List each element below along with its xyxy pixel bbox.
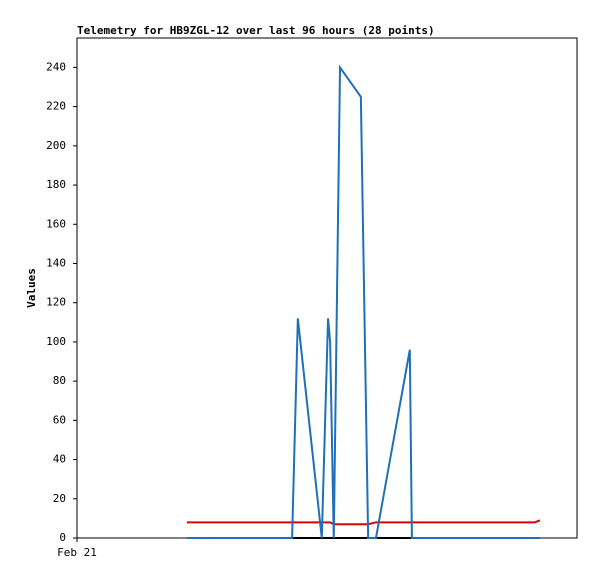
x-tick-label: Feb 21 (57, 546, 97, 559)
y-tick-label: 100 (46, 335, 66, 348)
plot-frame (76, 37, 578, 539)
y-axis-label: Values (25, 268, 38, 308)
y-tick-label: 220 (46, 100, 66, 113)
y-tick-label: 160 (46, 217, 66, 230)
y-tick-label: 200 (46, 139, 66, 152)
series-line (186, 64, 541, 539)
y-tick-label: 60 (53, 413, 66, 426)
series-line (186, 519, 541, 526)
y-tick-label: 140 (46, 256, 66, 269)
y-tick-label: 20 (53, 492, 66, 505)
y-tick-label: 120 (46, 296, 66, 309)
y-tick-label: 40 (53, 453, 66, 466)
y-tick-label: 240 (46, 60, 66, 73)
chart-title: Telemetry for HB9ZGL-12 over last 96 hou… (77, 24, 435, 37)
y-tick-label: 0 (59, 531, 66, 544)
y-tick-label: 180 (46, 178, 66, 191)
y-tick-label: 80 (53, 374, 66, 387)
